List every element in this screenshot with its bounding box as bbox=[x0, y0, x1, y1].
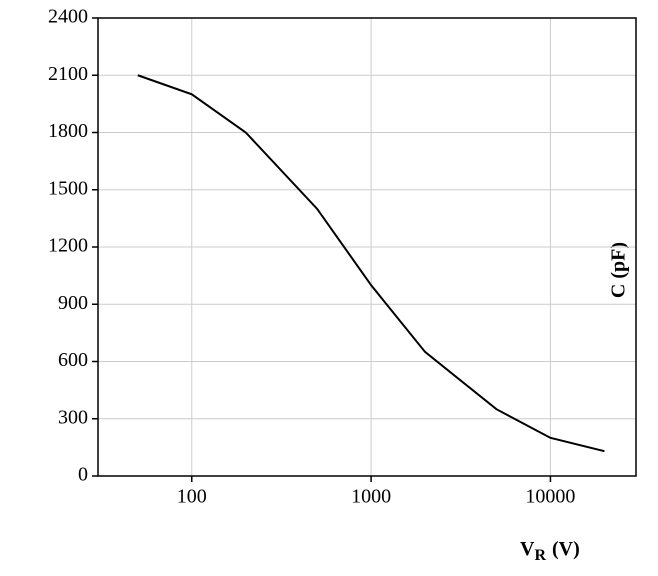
data-line bbox=[137, 74, 605, 453]
x-label-rest: (V) bbox=[552, 538, 580, 560]
y-tick-label: 300 bbox=[58, 406, 88, 428]
plot-frame bbox=[97, 17, 637, 477]
y-tick-label: 2400 bbox=[48, 6, 88, 28]
x-label-sub: R bbox=[534, 547, 546, 564]
y-tick-label: 1800 bbox=[48, 120, 88, 142]
x-axis-label: VR (V) bbox=[520, 538, 580, 564]
y-tick-label: 2100 bbox=[48, 63, 88, 85]
y-axis-label: C (pF) bbox=[608, 242, 630, 298]
y-tick-label: 600 bbox=[58, 349, 88, 371]
x-tick-label: 1000 bbox=[351, 486, 391, 508]
x-label-main: V bbox=[520, 538, 535, 560]
x-tick-label: 10000 bbox=[525, 486, 575, 508]
y-tick-label: 900 bbox=[58, 292, 88, 314]
y-tick-label: 1200 bbox=[48, 235, 88, 257]
y-tick-label: 0 bbox=[78, 464, 88, 486]
y-tick-label: 1500 bbox=[48, 177, 88, 199]
x-tick-label: 100 bbox=[177, 486, 207, 508]
